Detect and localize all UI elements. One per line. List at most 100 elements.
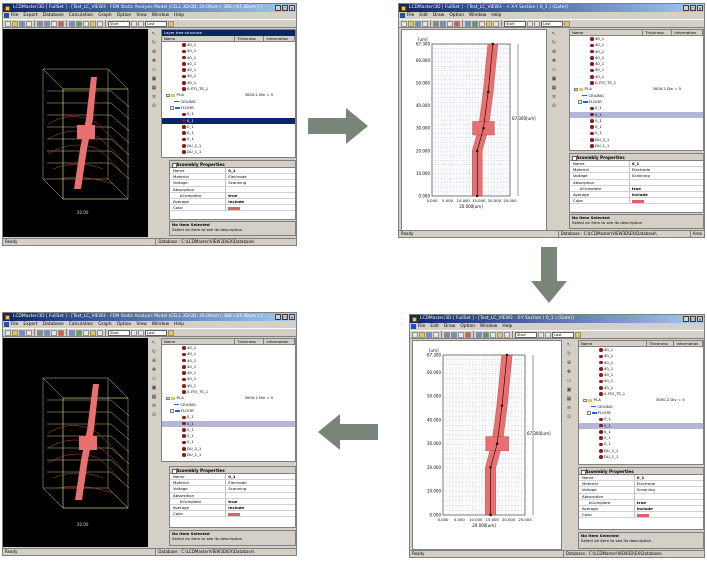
menu-view[interactable]: View (136, 13, 147, 18)
tree-item-floor[interactable]: - FLOOR (170, 407, 194, 414)
start-combo[interactable]: Start (504, 20, 526, 27)
save-icon[interactable] (426, 331, 432, 338)
layer-tool-icon[interactable]: ≡ (151, 403, 157, 409)
column-name[interactable]: Name (162, 339, 236, 344)
tree-item[interactable]: 0_1 (162, 136, 295, 142)
tree-item[interactable]: 0_1 (162, 130, 295, 136)
tree-item[interactable]: 40_1 (162, 376, 295, 382)
prev-icon[interactable] (538, 331, 544, 338)
start-combo[interactable]: Start (108, 20, 130, 27)
expand-icon[interactable]: - (578, 100, 582, 105)
probe-tool-icon[interactable]: ⊙ (151, 412, 157, 418)
menu-database[interactable]: Database (42, 322, 64, 327)
open-icon[interactable] (419, 331, 425, 338)
tree-item[interactable]: 0_1 (570, 118, 703, 124)
measure-tool-icon[interactable]: ▭ (566, 378, 572, 384)
menu-calculation[interactable]: Calculation (68, 13, 94, 18)
property-row[interactable]: Color (579, 512, 703, 519)
menu-edit[interactable]: Edit (419, 13, 428, 18)
start-combo[interactable]: Start (515, 331, 537, 338)
close-button[interactable]: × (289, 5, 295, 11)
title-bar[interactable]: LCDMaster/3D [ FullSet ] - [Test_LC_VIEW… (3, 313, 296, 321)
tree-item[interactable]: 40_1 (579, 360, 703, 366)
tree-item[interactable]: 40_1 (570, 61, 703, 67)
probe-tool-icon[interactable]: ⊙ (551, 103, 557, 109)
menu-option[interactable]: Option (460, 324, 475, 329)
new-icon[interactable] (5, 329, 11, 336)
column-information[interactable]: Information (264, 36, 295, 41)
property-row[interactable]: Absorption (170, 186, 295, 193)
menu-window[interactable]: Window (469, 13, 487, 18)
last-combo[interactable]: Last (145, 329, 167, 336)
rotate-icon[interactable] (97, 20, 103, 27)
measure-tool-icon[interactable]: ▭ (151, 376, 157, 382)
view-icon[interactable] (69, 329, 75, 336)
column-name[interactable]: Name (162, 36, 236, 41)
pan-tool-icon[interactable]: ✥ (151, 58, 157, 64)
layer-tool-icon[interactable]: ≡ (551, 94, 557, 100)
menu-window[interactable]: Window (151, 322, 170, 327)
layer-icon[interactable] (90, 329, 96, 336)
property-row[interactable]: Color (170, 511, 295, 518)
next-icon[interactable] (138, 329, 144, 336)
tree-item[interactable]: 40_1 (579, 385, 703, 391)
new-icon[interactable] (401, 20, 407, 27)
property-row[interactable]: Material Electrode (570, 167, 703, 174)
zoom-tool-icon[interactable]: ⊕ (151, 358, 157, 364)
tree-item[interactable]: 0_1 (579, 429, 703, 435)
expand-icon[interactable]: - (583, 398, 587, 403)
tree-item[interactable]: DU_2_1 (162, 446, 295, 452)
menu-option[interactable]: Option (116, 322, 132, 327)
property-row[interactable]: Material Electrode (170, 480, 295, 487)
title-bar[interactable]: LCDMaster/3D [ FullSet ] - [Test_LC_VIEW… (399, 4, 704, 12)
grid-tool-icon[interactable]: ▦ (151, 394, 157, 400)
measure-tool-icon[interactable]: ▭ (551, 67, 557, 73)
tree-item[interactable]: 0-ITO_TS_1 (162, 86, 295, 92)
rotate-tool-icon[interactable]: ↻ (151, 40, 157, 46)
tree-item[interactable]: 0_1 (579, 441, 703, 447)
tree-item-selected[interactable]: 0_1 (162, 420, 295, 427)
last-combo[interactable]: Last (552, 331, 574, 338)
menu-help[interactable]: Help (174, 322, 185, 327)
graph-icon[interactable] (472, 20, 478, 27)
tree-item-pi[interactable]: - PI-A 3000.2 Div = 5 (166, 395, 274, 401)
tree-item[interactable]: 0_1 (162, 414, 295, 420)
menu-draw[interactable]: Draw (443, 324, 456, 329)
layer-tool-icon[interactable]: ≡ (566, 405, 572, 411)
tree-item[interactable]: 0_1 (570, 130, 703, 136)
pan-tool-icon[interactable]: ✥ (151, 367, 157, 373)
property-row[interactable]: bComplete true (579, 499, 703, 506)
next-icon[interactable] (545, 331, 551, 338)
tree-item[interactable]: 0_1 (162, 433, 295, 439)
property-row[interactable]: bComplete true (170, 498, 295, 505)
calc-icon[interactable] (37, 20, 43, 27)
select-tool-icon[interactable]: ↖ (551, 31, 557, 37)
tree-item-selected[interactable]: 0_1 (579, 422, 703, 429)
tree-item[interactable]: 40_1 (162, 345, 295, 351)
property-row[interactable]: Color (570, 198, 703, 205)
zoom-icon[interactable] (83, 20, 89, 27)
tree-item[interactable]: 40_1 (162, 364, 295, 370)
minimize-button[interactable]: _ (683, 316, 689, 322)
probe-tool-icon[interactable]: ⊙ (566, 414, 572, 420)
menu-file[interactable]: File (407, 13, 415, 18)
copy-icon[interactable] (51, 20, 57, 27)
select-tool-icon[interactable]: ↖ (151, 340, 157, 346)
help-icon[interactable] (575, 331, 581, 338)
grid-tool-icon[interactable]: ▦ (551, 85, 557, 91)
column-name[interactable]: Name (579, 341, 648, 346)
tree-item-ceiling[interactable]: CEILING (570, 93, 703, 99)
zoom-tool-icon[interactable]: ⊕ (551, 49, 557, 55)
tree-item-selected[interactable]: 0_1 (162, 117, 295, 124)
fit-tool-icon[interactable]: ▣ (151, 385, 157, 391)
open-icon[interactable] (12, 20, 18, 27)
tree-item[interactable]: 0-ITO_TS_1 (162, 389, 295, 395)
rotate-icon[interactable] (97, 329, 103, 336)
tree-item-pi[interactable]: - PI-A 3000.2 Div = 5 (583, 397, 685, 403)
tree-item-pi[interactable]: - PI-A 3000.2 Div = 5 (166, 92, 274, 98)
measure-tool-icon[interactable]: ▭ (151, 67, 157, 73)
menu-view[interactable]: View (136, 322, 147, 327)
grid-tool-icon[interactable]: ▦ (566, 396, 572, 402)
open-icon[interactable] (12, 329, 18, 336)
tree-item[interactable]: 40_1 (162, 80, 295, 86)
